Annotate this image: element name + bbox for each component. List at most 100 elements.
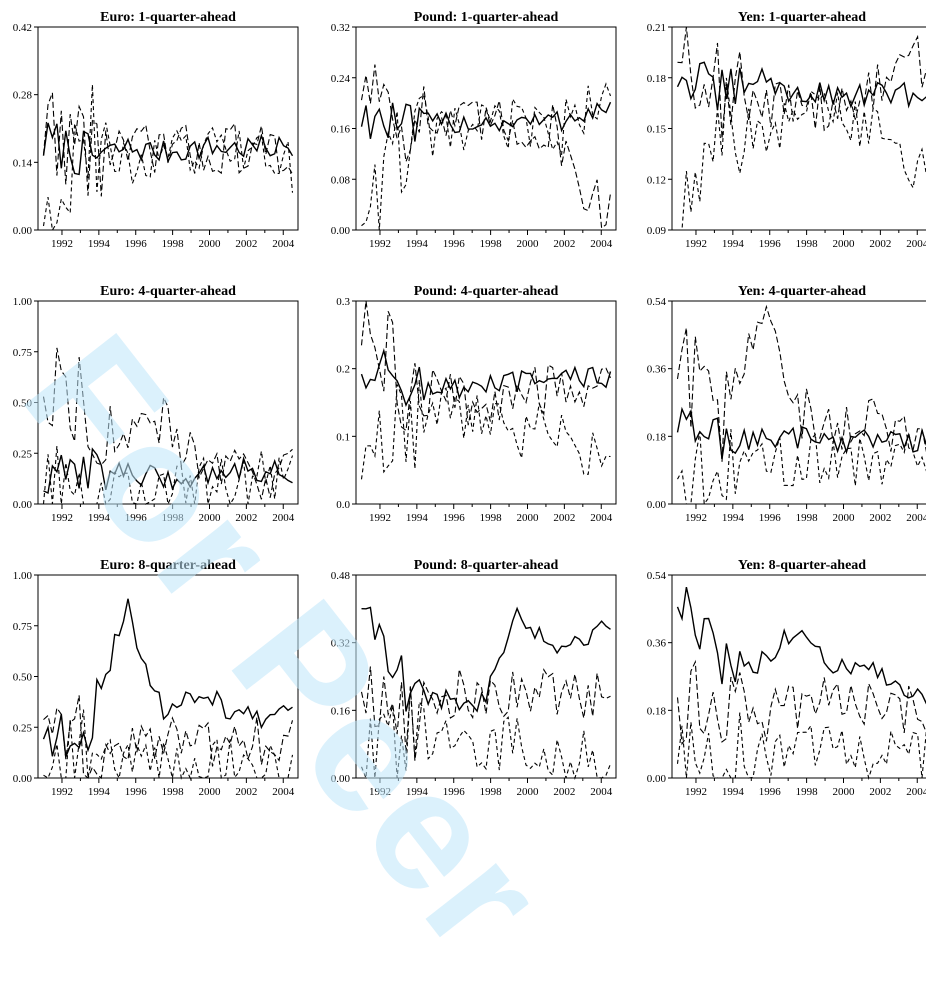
plot-frame <box>38 27 298 230</box>
y-tick-label: 0.21 <box>647 22 666 34</box>
series-line <box>678 429 926 504</box>
x-tick-label: 1998 <box>480 238 503 250</box>
x-tick-label: 1992 <box>51 512 73 524</box>
y-tick-label: 1.00 <box>13 570 33 582</box>
series-line <box>44 123 293 174</box>
x-tick-label: 1998 <box>480 786 503 798</box>
series-line <box>362 301 611 431</box>
y-tick-label: 0.25 <box>13 722 33 734</box>
chart-panel: Pound: 1-quarter-ahead0.000.080.160.240.… <box>331 10 616 250</box>
x-tick-label: 1992 <box>369 238 391 250</box>
x-tick-label: 2000 <box>832 512 855 524</box>
x-tick-label: 2002 <box>235 512 257 524</box>
y-tick-label: 0.3 <box>336 296 350 308</box>
y-tick-label: 0.75 <box>13 347 33 359</box>
x-tick-label: 1992 <box>685 238 707 250</box>
y-tick-label: 0.32 <box>331 638 350 650</box>
x-tick-label: 2002 <box>553 238 575 250</box>
chart-title: Pound: 1-quarter-ahead <box>414 10 559 25</box>
x-tick-label: 2004 <box>272 238 295 250</box>
series-line <box>362 84 611 230</box>
y-tick-label: 0.25 <box>13 448 33 460</box>
series-line <box>44 449 293 493</box>
x-tick-label: 1992 <box>369 786 391 798</box>
chart-panel: Yen: 8-quarter-ahead0.000.180.360.541992… <box>647 558 926 798</box>
plot-frame <box>38 575 298 778</box>
plot-frame <box>672 301 926 504</box>
chart-title: Pound: 4-quarter-ahead <box>414 284 559 299</box>
y-tick-label: 0.54 <box>647 296 667 308</box>
x-tick-label: 1994 <box>722 512 745 524</box>
x-tick-label: 1994 <box>88 786 111 798</box>
y-tick-label: 0.00 <box>331 773 351 785</box>
y-tick-label: 0.54 <box>647 570 667 582</box>
chart-panel: Euro: 4-quarter-ahead0.000.250.500.751.0… <box>13 284 298 524</box>
y-tick-label: 1.00 <box>13 296 33 308</box>
y-tick-label: 0.28 <box>13 90 33 102</box>
x-tick-label: 1994 <box>88 512 111 524</box>
x-tick-label: 2000 <box>516 512 539 524</box>
x-tick-label: 1994 <box>88 238 111 250</box>
chart-title: Yen: 1-quarter-ahead <box>738 10 866 25</box>
y-tick-label: 0.15 <box>647 124 667 136</box>
y-tick-label: 0.00 <box>13 773 33 785</box>
x-tick-label: 2000 <box>198 512 221 524</box>
x-tick-label: 1992 <box>51 786 73 798</box>
chart-title: Pound: 8-quarter-ahead <box>414 558 559 573</box>
y-tick-label: 0.24 <box>331 73 351 85</box>
x-tick-label: 1996 <box>125 786 148 798</box>
x-tick-label: 2000 <box>516 786 539 798</box>
x-tick-label: 1996 <box>443 238 466 250</box>
chart-panel: Euro: 8-quarter-ahead0.000.250.500.751.0… <box>13 558 298 798</box>
x-tick-label: 2004 <box>906 786 926 798</box>
x-tick-label: 1992 <box>685 512 707 524</box>
y-tick-label: 0.14 <box>13 157 33 169</box>
x-tick-label: 1994 <box>722 238 745 250</box>
x-tick-label: 1994 <box>406 512 429 524</box>
y-tick-label: 0.09 <box>647 225 667 237</box>
x-tick-label: 1996 <box>443 512 466 524</box>
chart-panel: Yen: 4-quarter-ahead0.000.180.360.541992… <box>647 284 926 524</box>
series-line <box>678 27 926 139</box>
x-tick-label: 1998 <box>796 238 819 250</box>
series-line <box>678 307 926 462</box>
y-tick-label: 0.36 <box>647 638 667 650</box>
y-tick-label: 0.42 <box>13 22 32 34</box>
x-tick-label: 2002 <box>869 238 891 250</box>
x-tick-label: 1996 <box>759 786 782 798</box>
series-line <box>362 65 611 228</box>
chart-title: Euro: 1-quarter-ahead <box>100 10 236 25</box>
chart-title: Euro: 4-quarter-ahead <box>100 284 236 299</box>
x-tick-label: 2002 <box>553 512 575 524</box>
x-tick-label: 2000 <box>832 238 855 250</box>
chart-panel: Pound: 8-quarter-ahead0.000.160.320.4819… <box>331 558 616 798</box>
x-tick-label: 1992 <box>369 512 391 524</box>
plot-frame <box>672 27 926 230</box>
y-tick-label: 0.0 <box>336 499 350 511</box>
y-tick-label: 0.12 <box>647 174 666 186</box>
y-tick-label: 0.08 <box>331 174 351 186</box>
y-tick-label: 0.75 <box>13 621 33 633</box>
y-tick-label: 0.18 <box>647 431 667 443</box>
x-tick-label: 1996 <box>759 238 782 250</box>
y-tick-label: 0.00 <box>647 499 667 511</box>
x-tick-label: 1994 <box>406 238 429 250</box>
series-line <box>678 587 926 704</box>
y-tick-label: 0.1 <box>336 431 350 443</box>
y-tick-label: 0.18 <box>647 705 667 717</box>
x-tick-label: 2000 <box>832 786 855 798</box>
x-tick-label: 2004 <box>590 786 613 798</box>
x-tick-label: 1996 <box>125 512 148 524</box>
x-tick-label: 2004 <box>272 786 295 798</box>
chart-title: Yen: 8-quarter-ahead <box>738 558 866 573</box>
x-tick-label: 2004 <box>590 238 613 250</box>
figure: Euro: 1-quarter-ahead 0.00 0.14 0.28 0.42 199… <box>0 0 926 802</box>
series-line <box>678 662 926 744</box>
series-line <box>678 713 926 779</box>
x-tick-label: 1996 <box>125 238 148 250</box>
x-tick-label: 2004 <box>272 512 295 524</box>
y-tick-label: 0.36 <box>647 364 667 376</box>
chart-title: Euro: 8-quarter-ahead <box>100 558 236 573</box>
series-line <box>44 93 293 197</box>
x-tick-label: 2000 <box>198 786 221 798</box>
